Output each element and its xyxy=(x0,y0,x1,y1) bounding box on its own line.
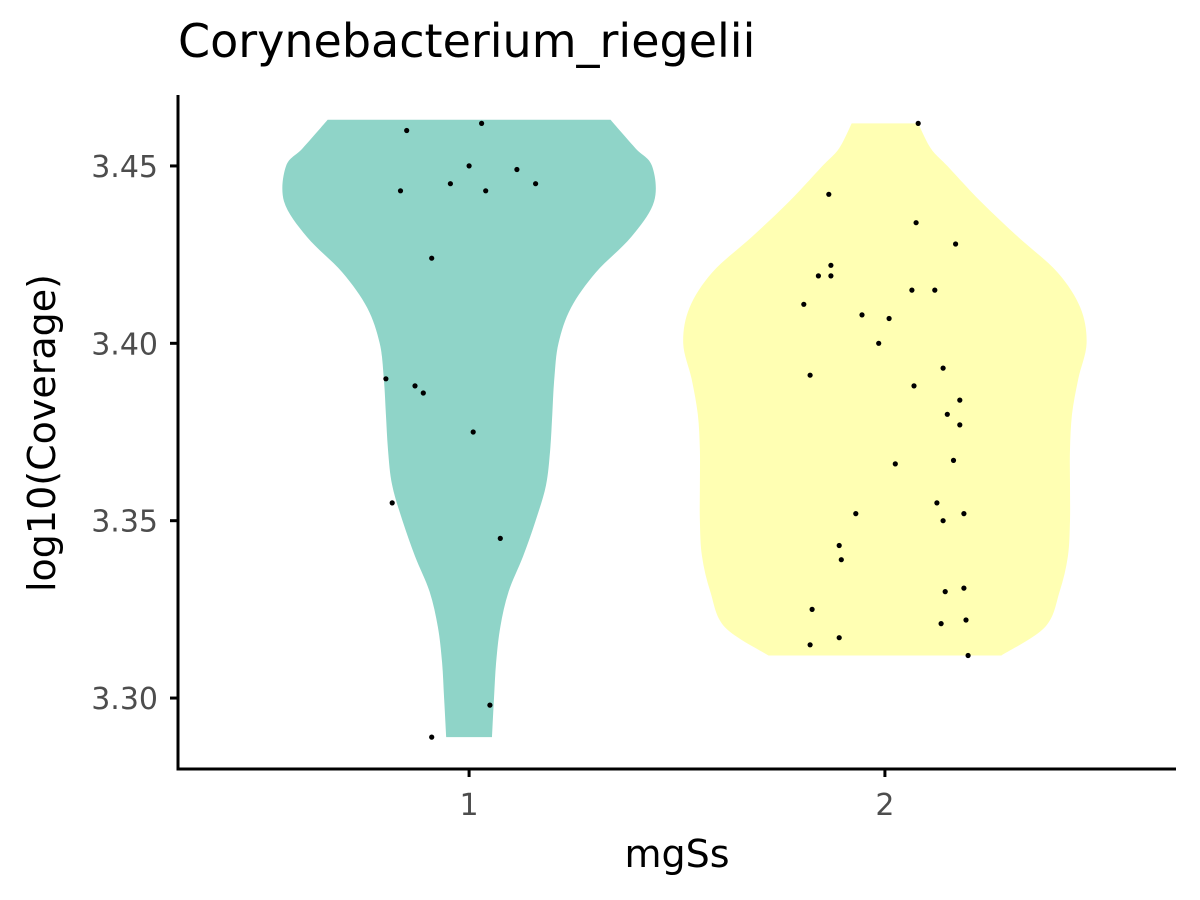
y-axis-title: log10(Coverage) xyxy=(20,274,64,592)
data-point xyxy=(836,542,842,549)
data-point xyxy=(953,241,959,247)
data-point xyxy=(807,372,813,378)
data-point xyxy=(836,635,842,641)
data-point xyxy=(932,287,938,293)
y-tick-label: 3.30 xyxy=(91,682,158,717)
data-point xyxy=(514,166,520,173)
data-point xyxy=(801,301,807,307)
data-point xyxy=(533,181,539,187)
data-point xyxy=(466,163,472,169)
data-point xyxy=(483,188,489,194)
data-point xyxy=(479,120,485,126)
data-point xyxy=(420,390,426,396)
data-point xyxy=(412,383,418,389)
data-point xyxy=(807,642,813,648)
data-point xyxy=(826,191,832,197)
data-point xyxy=(942,589,948,595)
data-point xyxy=(809,606,815,613)
chart-title: Corynebacterium_riegelii xyxy=(178,14,756,68)
data-point xyxy=(909,287,915,293)
x-axis-title-wrap: mgSs xyxy=(0,832,1200,876)
data-point xyxy=(950,457,957,463)
data-point xyxy=(429,255,435,261)
data-point xyxy=(944,411,950,417)
data-point xyxy=(447,181,453,187)
point-layer xyxy=(383,120,971,740)
data-point xyxy=(965,652,971,659)
data-point xyxy=(876,340,882,346)
x-tick-label: 1 xyxy=(460,788,479,823)
data-point xyxy=(828,262,834,268)
data-point xyxy=(497,535,503,542)
data-point xyxy=(957,422,963,428)
data-point xyxy=(429,734,435,740)
data-point xyxy=(853,510,859,517)
data-point xyxy=(389,500,395,506)
violin-2 xyxy=(683,123,1087,656)
violin-layer xyxy=(282,119,1087,738)
x-axis-title: mgSs xyxy=(624,832,730,876)
data-point xyxy=(963,617,969,623)
data-point xyxy=(828,273,834,279)
axis-layer: 3.30 3.35 3.40 3.45 1 2 xyxy=(91,95,1176,823)
data-point xyxy=(961,585,967,591)
data-point xyxy=(815,273,822,279)
y-tick-label: 3.40 xyxy=(91,327,158,362)
data-point xyxy=(940,518,946,524)
data-point xyxy=(859,312,865,318)
data-point xyxy=(892,461,898,467)
data-point xyxy=(938,621,944,627)
y-tick-label: 3.35 xyxy=(91,505,158,540)
data-point xyxy=(838,557,844,563)
x-tick-label: 2 xyxy=(875,788,894,823)
y-tick-label: 3.45 xyxy=(91,150,158,185)
data-point xyxy=(397,188,404,194)
violin-1 xyxy=(282,119,656,738)
data-point xyxy=(911,383,917,389)
data-point xyxy=(886,315,892,322)
data-point xyxy=(470,429,476,435)
data-point xyxy=(961,510,967,517)
data-point xyxy=(934,500,940,506)
data-point xyxy=(915,120,921,126)
data-point xyxy=(404,127,410,134)
data-point xyxy=(487,702,493,708)
data-point xyxy=(957,397,963,403)
data-point xyxy=(913,220,919,226)
data-point xyxy=(383,376,389,382)
data-point xyxy=(940,365,946,371)
